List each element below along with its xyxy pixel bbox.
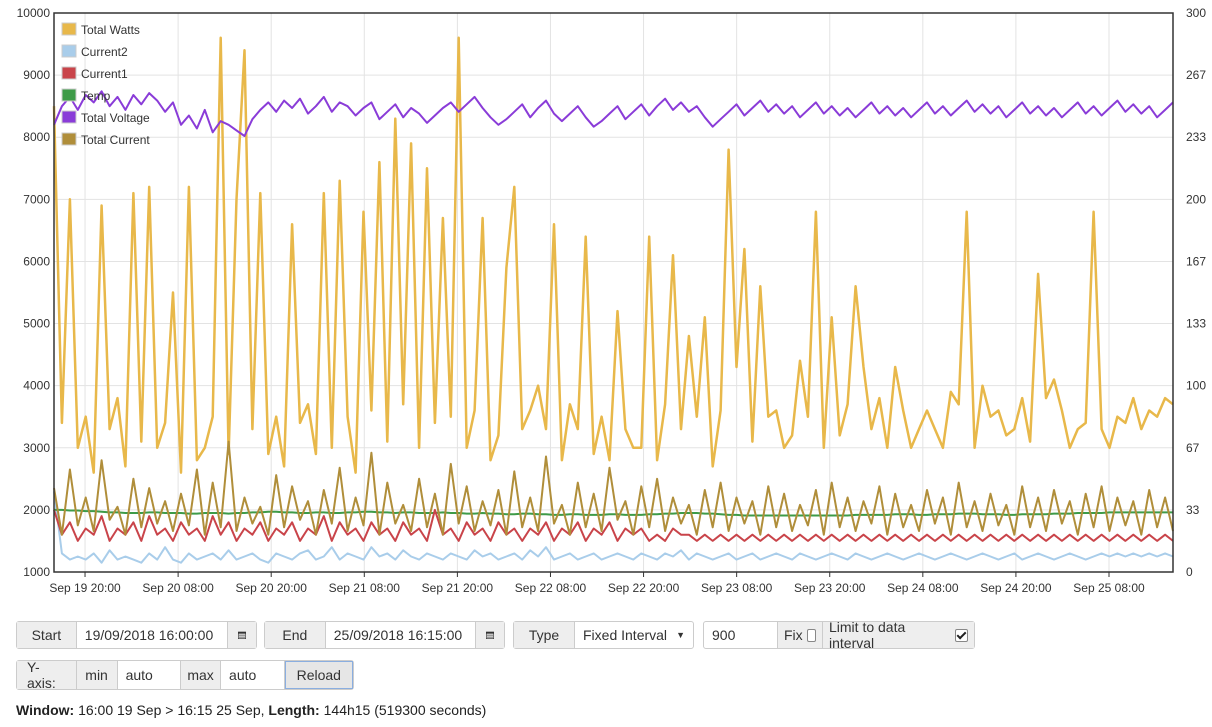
line-chart[interactable]: 1000090008000700060005000400030002000100… (0, 0, 1212, 605)
legend-label: Current2 (81, 45, 128, 59)
legend-label: Current1 (81, 67, 128, 81)
type-select-value: Fixed Interval (583, 627, 668, 643)
legend-swatch (61, 110, 77, 124)
y-left-tick-label: 1000 (23, 565, 50, 579)
interval-input[interactable]: 900 (704, 622, 778, 648)
yaxis-control: Y-axis: min auto max auto Reload (16, 659, 354, 691)
limit-label: Limit to data interval (829, 619, 906, 651)
x-tick-label: Sep 24 08:00 (887, 581, 959, 595)
y-right-tick-label: 33 (1186, 503, 1200, 517)
series-line (52, 36, 1174, 474)
type-control: Type Fixed Interval ▼ (513, 621, 694, 649)
x-tick-label: Sep 22 20:00 (608, 581, 680, 595)
max-label: max (181, 661, 222, 689)
yaxis-label: Y-axis: (17, 659, 77, 691)
end-control: End 25/09/2018 16:15:00 (264, 621, 505, 649)
fix-checkbox-group: Fix (778, 622, 823, 648)
y-left-tick-label: 6000 (23, 254, 50, 268)
x-tick-label: Sep 19 20:00 (49, 581, 121, 595)
y-left-tick-label: 9000 (23, 68, 50, 82)
type-label: Type (514, 622, 575, 648)
x-tick-label: Sep 24 20:00 (980, 581, 1052, 595)
legend-label: Temp (81, 89, 111, 103)
x-tick-label: Sep 21 08:00 (329, 581, 401, 595)
y-right-tick-label: 200 (1186, 192, 1206, 206)
start-label: Start (17, 622, 77, 648)
plot-border (53, 12, 1174, 573)
series-line (53, 90, 1174, 137)
ymax-input[interactable]: auto (221, 661, 285, 689)
legend-swatch (61, 88, 77, 102)
x-tick-label: Sep 21 20:00 (422, 581, 494, 595)
reload-button[interactable]: Reload (284, 661, 354, 689)
x-tick-label: Sep 22 08:00 (515, 581, 587, 595)
y-right-tick-label: 133 (1186, 317, 1206, 331)
y-right-tick-label: 167 (1186, 254, 1206, 268)
legend-label: Total Voltage (81, 111, 150, 125)
y-right-tick-label: 300 (1186, 6, 1206, 20)
window-value: 16:00 19 Sep > 16:15 25 Sep, (78, 702, 265, 718)
series-line (53, 508, 1174, 542)
y-right-tick-label: 67 (1186, 441, 1200, 455)
x-tick-label: Sep 23 20:00 (794, 581, 866, 595)
start-date-input[interactable]: 19/09/2018 16:00:00 (77, 622, 228, 648)
limit-checkbox-group: Limit to data interval (823, 619, 974, 651)
interval-control: 900 Fix Limit to data interval (703, 619, 975, 651)
status-line: Window: 16:00 19 Sep > 16:15 25 Sep, Len… (16, 702, 486, 718)
end-calendar-icon[interactable] (476, 622, 504, 648)
x-tick-label: Sep 20 20:00 (236, 581, 308, 595)
y-left-tick-label: 7000 (23, 192, 50, 206)
type-select[interactable]: Fixed Interval ▼ (575, 622, 693, 648)
chart-area[interactable]: 10000 9000 8000 7000 6000 5000 4000 3000 2000 100… (0, 0, 1212, 605)
y-right-tick-label: 233 (1186, 130, 1206, 144)
y-right-tick-label: 100 (1186, 379, 1206, 393)
min-label: min (76, 661, 118, 689)
legend-label: Total Watts (81, 23, 140, 37)
start-control: Start 19/09/2018 16:00:00 (16, 621, 257, 649)
y-left-tick-label: 4000 (23, 379, 50, 393)
caret-down-icon: ▼ (676, 630, 685, 640)
length-label: Length: (268, 702, 320, 718)
legend-label: Total Current (81, 133, 150, 147)
start-calendar-icon[interactable] (228, 622, 256, 648)
y-left-tick-label: 10000 (17, 6, 51, 20)
x-tick-label: Sep 23 08:00 (701, 581, 773, 595)
legend-swatch (61, 44, 77, 58)
x-tick-label: Sep 20 08:00 (142, 581, 214, 595)
y-right-tick-label: 267 (1186, 68, 1206, 82)
legend-swatch (61, 66, 77, 80)
fix-label: Fix (784, 627, 803, 643)
end-label: End (265, 622, 326, 648)
limit-checkbox[interactable] (955, 628, 968, 642)
y-right-tick-label: 0 (1186, 565, 1193, 579)
series-line (53, 440, 1174, 536)
y-left-tick-label: 5000 (23, 317, 50, 331)
y-left-tick-label: 3000 (23, 441, 50, 455)
x-tick-label: Sep 25 08:00 (1073, 581, 1145, 595)
window-label: Window: (16, 702, 75, 718)
y-left-tick-label: 2000 (23, 503, 50, 517)
legend-swatch (61, 22, 77, 36)
ymin-input[interactable]: auto (118, 661, 182, 689)
end-date-input[interactable]: 25/09/2018 16:15:00 (326, 622, 476, 648)
length-value: 144h15 (519300 seconds) (323, 702, 487, 718)
y-left-tick-label: 8000 (23, 130, 50, 144)
legend-swatch (61, 132, 77, 146)
fix-checkbox[interactable] (806, 628, 816, 642)
series-line (53, 491, 1174, 564)
